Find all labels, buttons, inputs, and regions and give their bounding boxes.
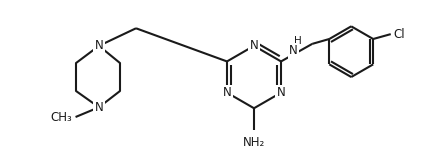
Text: N: N: [250, 39, 258, 52]
Text: N: N: [276, 86, 286, 99]
Text: N: N: [95, 101, 103, 114]
Text: Cl: Cl: [394, 28, 405, 41]
Text: CH₃: CH₃: [50, 111, 72, 124]
Text: H: H: [294, 36, 301, 46]
Text: NH₂: NH₂: [243, 136, 265, 149]
Text: N: N: [289, 44, 298, 57]
Text: N: N: [95, 39, 103, 52]
Text: N: N: [223, 86, 231, 99]
